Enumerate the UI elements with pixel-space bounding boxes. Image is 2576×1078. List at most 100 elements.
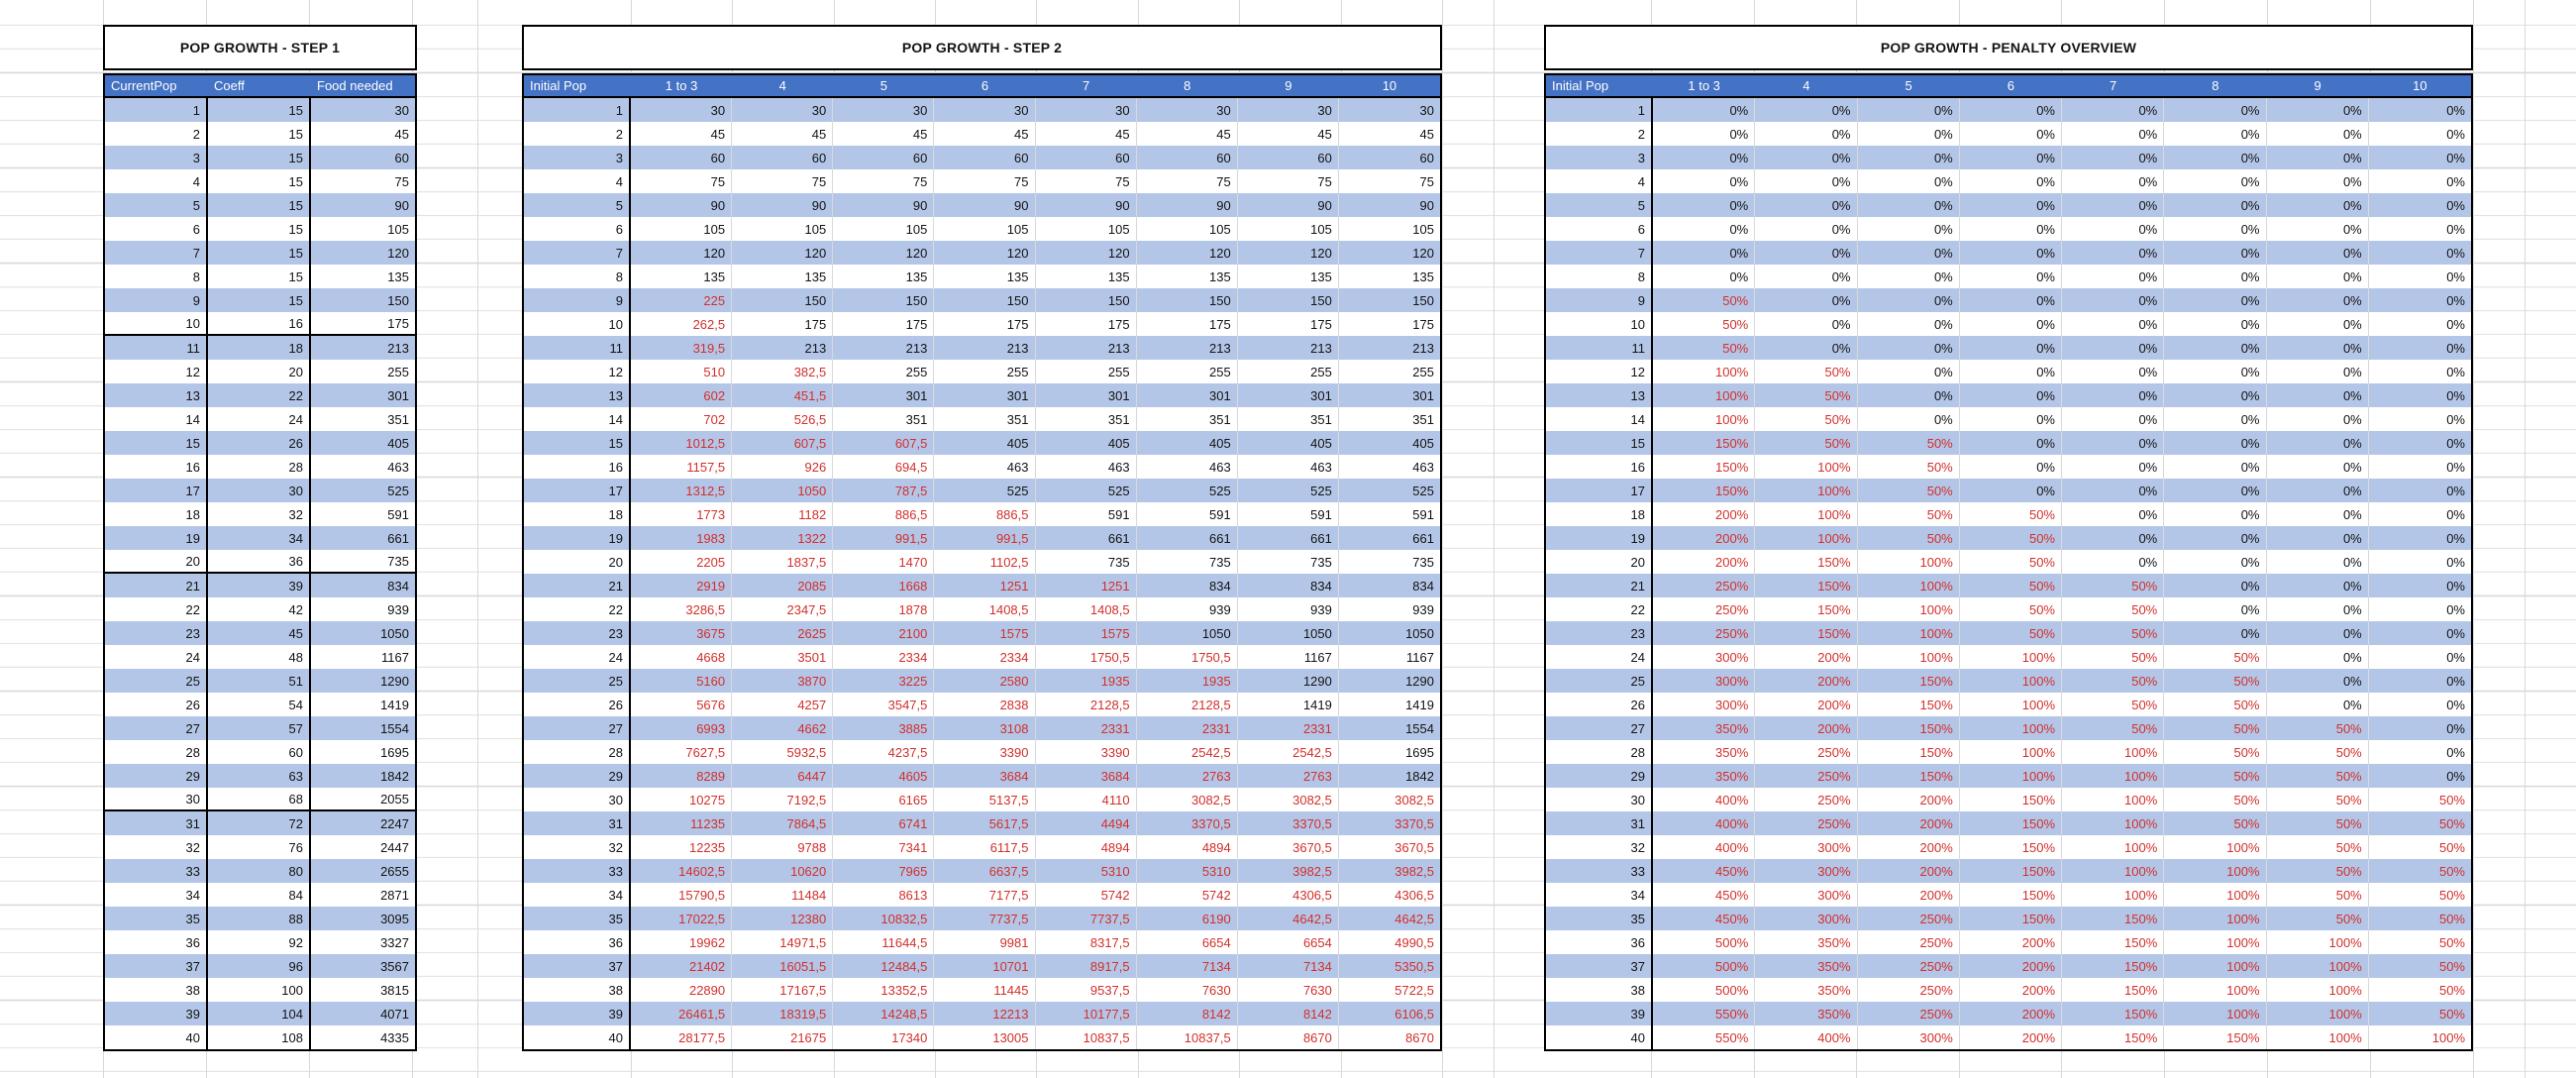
value-cell[interactable]: 6654 bbox=[1238, 930, 1339, 954]
value-cell[interactable]: 48 bbox=[208, 645, 311, 669]
value-cell[interactable]: 50% bbox=[2438, 863, 2465, 879]
value-cell[interactable]: 4990,5 bbox=[1394, 934, 1434, 950]
value-cell[interactable]: 150% bbox=[2062, 954, 2165, 978]
value-cell[interactable]: 0% bbox=[2062, 98, 2165, 122]
value-cell[interactable]: 2763 bbox=[1238, 764, 1339, 788]
value-cell[interactable]: 351 bbox=[1412, 411, 1434, 427]
value-cell[interactable]: 450% bbox=[1653, 907, 1756, 930]
value-cell[interactable]: 100% bbox=[1960, 716, 2062, 740]
value-cell[interactable]: 100% bbox=[2062, 835, 2165, 859]
value-cell[interactable]: 150% bbox=[1858, 669, 1960, 693]
value-cell[interactable]: 6654 bbox=[1137, 930, 1238, 954]
value-cell[interactable]: 6447 bbox=[732, 764, 834, 788]
value-cell[interactable]: 50% bbox=[1755, 360, 1858, 383]
value-cell[interactable]: 0% bbox=[2267, 360, 2369, 383]
value-cell[interactable]: 0% bbox=[2267, 217, 2369, 241]
value-cell[interactable]: 4642,5 bbox=[1238, 907, 1339, 930]
value-cell[interactable]: 50% bbox=[2267, 811, 2369, 835]
row-id-cell[interactable]: 21 bbox=[524, 574, 631, 597]
value-cell[interactable]: 0% bbox=[1858, 193, 1960, 217]
value-cell[interactable]: 1050 bbox=[1405, 625, 1434, 641]
row-id-cell[interactable]: 15 bbox=[1546, 431, 1653, 455]
row-id-cell[interactable]: 7 bbox=[105, 241, 208, 265]
value-cell[interactable]: 4071 bbox=[380, 1006, 409, 1022]
value-cell[interactable]: 591 bbox=[1036, 502, 1137, 526]
value-cell[interactable]: 0% bbox=[2446, 197, 2465, 213]
value-cell[interactable]: 13352,5 bbox=[833, 978, 935, 1002]
value-cell[interactable]: 3286,5 bbox=[631, 597, 733, 621]
value-cell[interactable]: 150% bbox=[1755, 550, 1858, 574]
value-cell[interactable]: 105 bbox=[387, 221, 409, 237]
value-cell[interactable]: 405 bbox=[1137, 431, 1238, 455]
value-cell[interactable]: 14971,5 bbox=[732, 930, 834, 954]
value-cell[interactable]: 100% bbox=[2062, 883, 2165, 907]
value-cell[interactable]: 50% bbox=[2164, 716, 2267, 740]
value-cell[interactable]: 0% bbox=[2446, 173, 2465, 189]
value-cell[interactable]: 0% bbox=[1960, 217, 2062, 241]
value-cell[interactable]: 150% bbox=[1960, 835, 2062, 859]
value-cell[interactable]: 0% bbox=[1755, 98, 1858, 122]
value-cell[interactable]: 0% bbox=[1755, 193, 1858, 217]
row-id-cell[interactable]: 36 bbox=[105, 930, 208, 954]
value-cell[interactable]: 2331 bbox=[1036, 716, 1137, 740]
value-cell[interactable]: 5742 bbox=[1036, 883, 1137, 907]
value-cell[interactable]: 50% bbox=[1755, 431, 1858, 455]
value-cell[interactable]: 150% bbox=[1755, 574, 1858, 597]
value-cell[interactable]: 50% bbox=[1755, 383, 1858, 407]
value-cell[interactable]: 463 bbox=[1137, 455, 1238, 479]
value-cell[interactable]: 50% bbox=[2062, 597, 2165, 621]
value-cell[interactable]: 120 bbox=[387, 245, 409, 261]
value-cell[interactable]: 0% bbox=[2446, 673, 2465, 689]
value-cell[interactable]: 607,5 bbox=[732, 431, 834, 455]
value-cell[interactable]: 200% bbox=[1858, 859, 1960, 883]
value-cell[interactable]: 90 bbox=[732, 193, 834, 217]
value-cell[interactable]: 1408,5 bbox=[934, 597, 1036, 621]
value-cell[interactable]: 45 bbox=[833, 122, 935, 146]
value-cell[interactable]: 28 bbox=[208, 455, 311, 479]
value-cell[interactable]: 175 bbox=[1412, 316, 1434, 332]
value-cell[interactable]: 0% bbox=[1960, 431, 2062, 455]
row-id-cell[interactable]: 5 bbox=[105, 193, 208, 217]
value-cell[interactable]: 100% bbox=[2267, 930, 2369, 954]
value-cell[interactable]: 15 bbox=[208, 288, 311, 312]
row-id-cell[interactable]: 18 bbox=[1546, 502, 1653, 526]
value-cell[interactable]: 75 bbox=[1419, 173, 1434, 189]
value-cell[interactable]: 50% bbox=[1960, 526, 2062, 550]
row-id-cell[interactable]: 20 bbox=[1546, 550, 1653, 574]
value-cell[interactable]: 939 bbox=[387, 601, 409, 617]
value-cell[interactable]: 7965 bbox=[833, 859, 935, 883]
value-cell[interactable]: 50% bbox=[2164, 740, 2267, 764]
value-cell[interactable]: 500% bbox=[1653, 930, 1756, 954]
value-cell[interactable]: 450% bbox=[1653, 859, 1756, 883]
value-cell[interactable]: 11235 bbox=[631, 811, 733, 835]
value-cell[interactable]: 0% bbox=[2446, 578, 2465, 593]
value-cell[interactable]: 2542,5 bbox=[1238, 740, 1339, 764]
row-id-cell[interactable]: 27 bbox=[524, 716, 631, 740]
value-cell[interactable]: 2447 bbox=[380, 839, 409, 855]
value-cell[interactable]: 300% bbox=[1755, 883, 1858, 907]
value-cell[interactable]: 100% bbox=[2164, 859, 2267, 883]
value-cell[interactable]: 991,5 bbox=[833, 526, 935, 550]
value-cell[interactable]: 550% bbox=[1653, 1025, 1756, 1049]
value-cell[interactable]: 0% bbox=[2164, 597, 2267, 621]
value-cell[interactable]: 0% bbox=[1960, 241, 2062, 265]
value-cell[interactable]: 50% bbox=[1858, 502, 1960, 526]
value-cell[interactable]: 13005 bbox=[934, 1025, 1036, 1049]
value-cell[interactable]: 1554 bbox=[380, 720, 409, 736]
value-cell[interactable]: 100% bbox=[1858, 621, 1960, 645]
row-id-cell[interactable]: 40 bbox=[1546, 1025, 1653, 1049]
value-cell[interactable]: 100% bbox=[2164, 930, 2267, 954]
value-cell[interactable]: 4642,5 bbox=[1394, 911, 1434, 926]
value-cell[interactable]: 21402 bbox=[631, 954, 733, 978]
value-cell[interactable]: 834 bbox=[387, 578, 409, 593]
value-cell[interactable]: 1167 bbox=[1238, 645, 1339, 669]
value-cell[interactable]: 50% bbox=[1858, 455, 1960, 479]
value-cell[interactable]: 351 bbox=[833, 407, 935, 431]
value-cell[interactable]: 0% bbox=[2267, 502, 2369, 526]
value-cell[interactable]: 30 bbox=[833, 98, 935, 122]
value-cell[interactable]: 4335 bbox=[380, 1029, 409, 1045]
row-id-cell[interactable]: 13 bbox=[524, 383, 631, 407]
value-cell[interactable]: 3108 bbox=[934, 716, 1036, 740]
value-cell[interactable]: 250% bbox=[1653, 574, 1756, 597]
value-cell[interactable]: 6741 bbox=[833, 811, 935, 835]
